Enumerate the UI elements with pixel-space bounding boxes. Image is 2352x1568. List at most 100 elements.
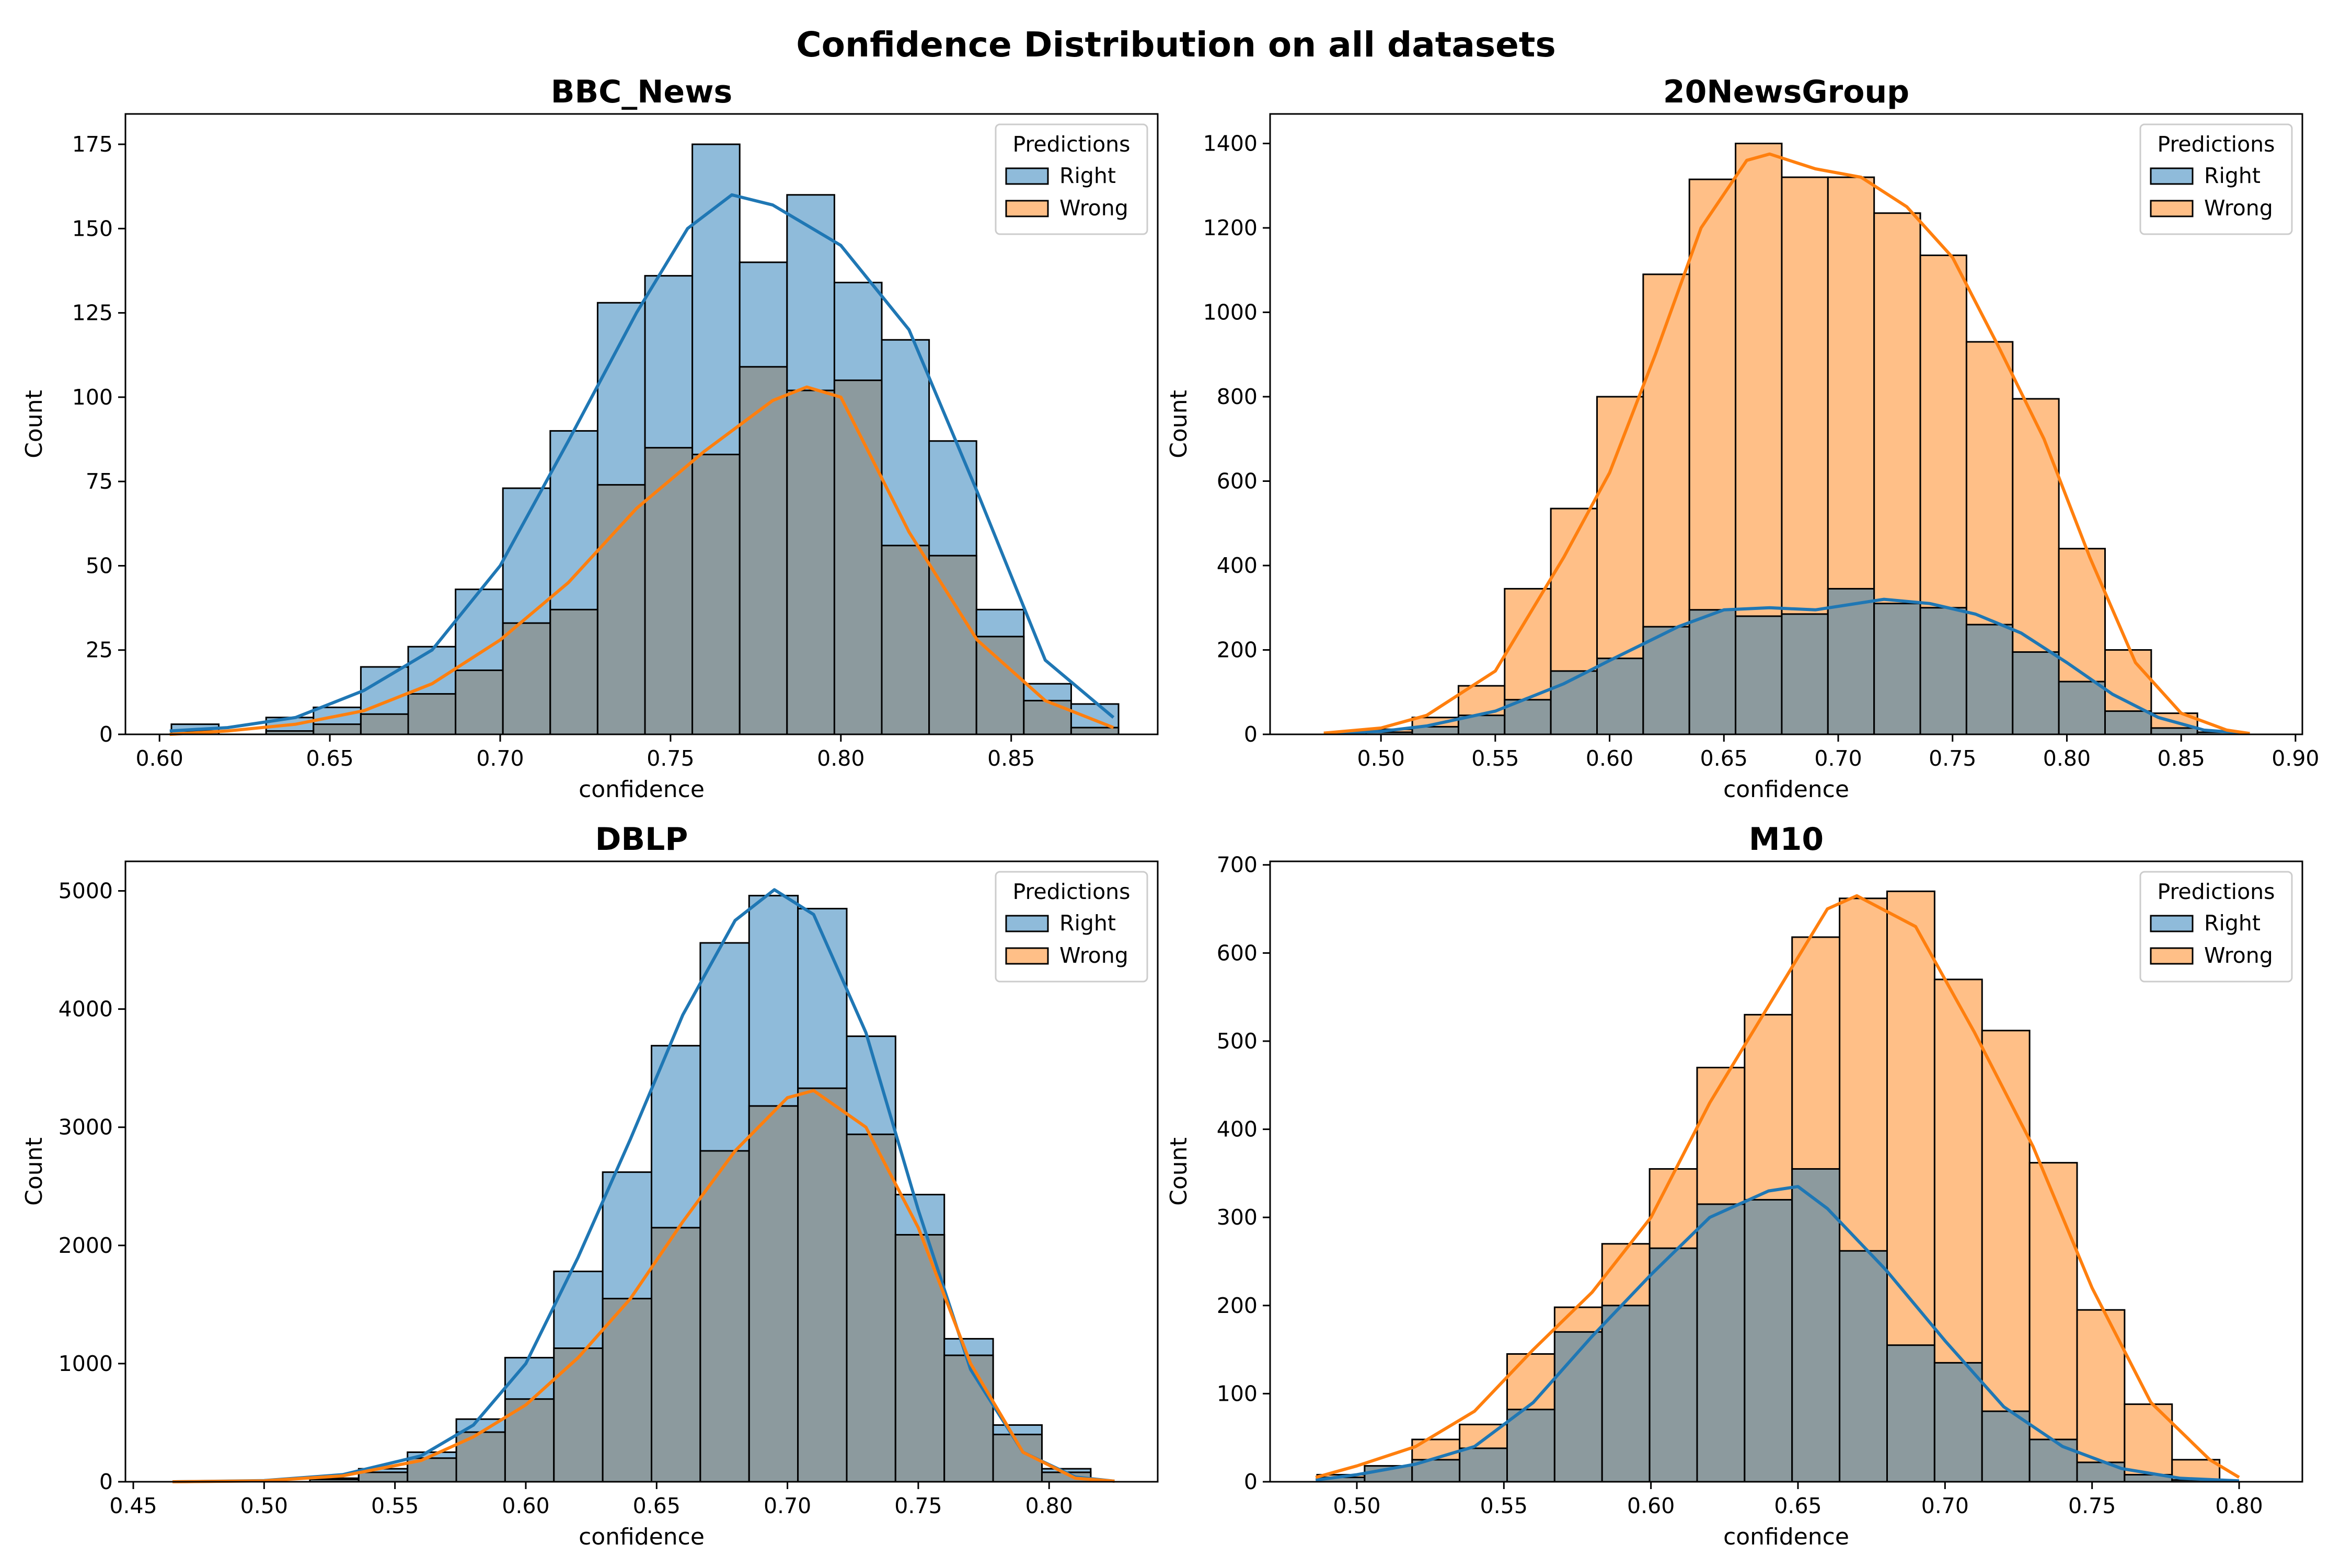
bar-wrong-11 [846,1133,896,1483]
x-tick-label: 0.75 [894,1493,942,1518]
subplot-3: M10 0.50 0.55 0.60 0.65 0.70 0.75 0.80 0 100 200 30… [1166,821,2303,1550]
subplot-2: DBLP 0.45 0.50 0.55 0.60 0.65 0.70 0.75 0.80 0 100… [21,821,1159,1550]
x-tick-label: 0.60 [502,1493,549,1518]
bar-wrong-16 [2076,1309,2126,1483]
legend: Predictions Right Wrong [995,123,1148,235]
x-tick-label: 0.65 [1774,1493,1821,1518]
legend-label-right: Right [2204,163,2261,188]
bar-wrong-12 [739,366,788,735]
subplot-0: BBC_News 0.60 0.65 0.70 0.75 0.80 0.85 0 25 50 75 1… [21,74,1159,803]
y-tick-label: 2000 [59,1233,113,1258]
bar-right-15 [2058,681,2106,735]
x-tick-label: 0.70 [1814,746,1862,771]
histogram-bars [1316,890,2221,1483]
bar-right-7 [1688,609,1737,735]
bar-right-11 [1839,1250,1888,1483]
bar-right-14 [1981,1410,2031,1483]
y-tick-label: 700 [1217,852,1258,878]
bar-wrong-17 [975,636,1025,735]
y-tick-label: 600 [1217,940,1258,965]
x-tick-label: 0.85 [2158,746,2205,771]
bar-right-15 [2028,1438,2078,1483]
y-tick-label: 0 [99,1469,113,1494]
bar-wrong-9 [596,484,646,735]
legend: Predictions Right Wrong [995,871,1148,983]
bar-wrong-13 [786,389,835,735]
x-tick-label: 0.55 [1471,746,1519,771]
x-tick-label: 0.45 [109,1493,157,1518]
bar-wrong-16 [928,555,977,735]
y-tick-label: 200 [1217,638,1258,663]
y-tick-label: 0 [1244,722,1258,747]
subplot-1: 20NewsGroup 0.50 0.55 0.60 0.65 0.70 0.75 0.80 0… [1166,74,2320,803]
bar-right-9 [1744,1198,1793,1483]
histogram-bars [170,143,1120,735]
y-tick-label: 3000 [59,1115,113,1140]
kde-wrong [172,1089,1115,1483]
bar-right-10 [1791,1168,1841,1483]
x-tick-label: 0.50 [240,1493,288,1518]
legend-swatch-wrong [1005,200,1049,217]
kde-right [1323,597,2250,735]
bar-right-4 [1550,670,1598,735]
bar-wrong-7 [651,1227,701,1483]
bar-right-17 [2150,727,2198,735]
x-tick-label: 0.90 [2272,746,2319,771]
x-axis-label: confidence [579,1524,705,1550]
bar-wrong-10 [644,447,694,735]
legend-label-right: Right [1059,163,1116,188]
legend-swatch-right [2150,167,2194,185]
y-tick-label: 75 [86,469,113,494]
bar-wrong-1 [358,1471,409,1483]
legend-label-right: Right [2204,910,2261,936]
kde-right [172,888,1115,1483]
bar-wrong-15 [2028,1162,2078,1483]
y-axis-label: Count [21,390,48,458]
legend-label-right: Right [1059,910,1116,936]
x-tick-label: 0.50 [1333,1493,1380,1518]
subplot-title: DBLP [595,821,688,858]
y-tick-label: 25 [86,638,113,663]
x-axis-label: confidence [579,776,705,803]
legend: Predictions Right Wrong [2139,123,2293,235]
subplot-grid: BBC_News 0.60 0.65 0.70 0.75 0.80 0.85 0 25 50 75 1… [21,74,2320,1550]
bar-wrong-8 [699,1150,750,1483]
kde-wrong [1323,152,2250,735]
bar-right-7 [1648,1247,1698,1483]
bar-right-6 [1601,1305,1651,1483]
x-tick-label: 0.60 [1586,746,1633,771]
legend-swatch-right [1005,167,1049,185]
legend-label-wrong: Wrong [2204,195,2273,221]
x-tick-label: 0.75 [647,746,694,771]
bar-wrong-6 [602,1298,653,1483]
y-tick-label: 50 [86,553,113,578]
x-tick-label: 0.50 [1357,746,1405,771]
bar-wrong-11 [691,454,741,735]
y-tick-label: 175 [72,132,113,157]
y-tick-label: 1400 [1203,131,1258,156]
bar-right-8 [1735,615,1783,735]
axes-frame [1269,113,2303,735]
x-tick-label: 0.55 [371,1493,419,1518]
x-tick-label: 0.65 [633,1493,681,1518]
x-tick-label: 0.60 [136,746,183,771]
kde-wrong [1315,894,2240,1479]
subplot-title: 20NewsGroup [1663,74,1909,110]
x-tick-label: 0.80 [2043,746,2091,771]
y-tick-label: 400 [1217,1117,1258,1142]
bar-right-16 [2104,710,2152,735]
y-axis-label: Count [21,1137,48,1206]
x-tick-label: 0.85 [987,746,1035,771]
bar-wrong-8 [549,608,598,735]
y-tick-label: 800 [1217,384,1258,409]
y-tick-label: 400 [1217,553,1258,578]
kde-right [169,193,1115,733]
y-tick-label: 1200 [1203,215,1258,240]
y-tick-label: 100 [1217,1381,1258,1406]
bar-right-8 [1696,1203,1746,1483]
x-tick-label: 0.70 [764,1493,811,1518]
histogram-bars [1365,143,2245,735]
bar-wrong-6 [455,669,504,735]
bar-wrong-7 [502,622,551,735]
